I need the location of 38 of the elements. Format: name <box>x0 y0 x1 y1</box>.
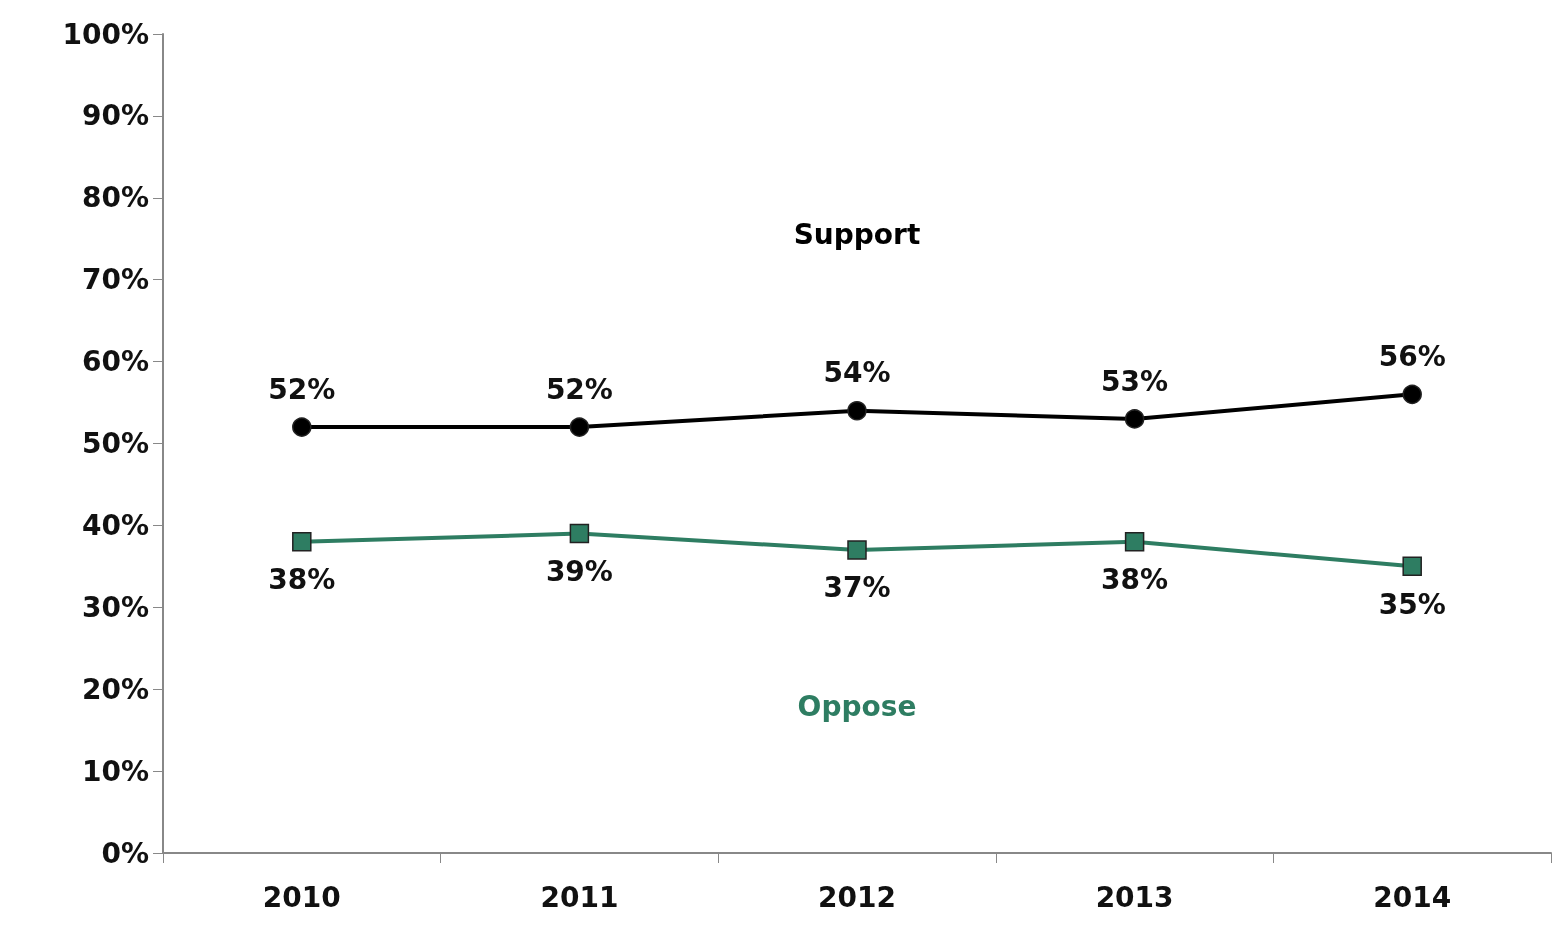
data-label: 39% <box>545 554 613 588</box>
data-label: 37% <box>823 571 891 605</box>
data-label: 52% <box>545 372 613 406</box>
y-tick-label: 50% <box>81 427 149 460</box>
point <box>847 540 867 560</box>
y-tick-label: 70% <box>81 263 149 297</box>
y-tick-label: 10% <box>81 754 149 788</box>
data-label: 56% <box>1378 340 1446 374</box>
y-tick-label: 20% <box>81 672 149 706</box>
data-label: 35% <box>1378 587 1446 621</box>
text: Oppose <box>797 689 917 723</box>
point <box>847 400 867 421</box>
data-label: 54% <box>823 356 891 390</box>
y-tick-label: 80% <box>81 181 149 215</box>
x-tick-label: 2010 <box>262 880 341 914</box>
y-tick-label: 90% <box>81 99 149 133</box>
data-label: 52% <box>268 372 336 406</box>
x-tick-label: 2011 <box>540 880 619 914</box>
y-tick-label: 60% <box>81 345 149 379</box>
data-label: 53% <box>1101 364 1169 398</box>
y-tick-label: 40% <box>81 508 149 542</box>
point <box>569 417 590 437</box>
text: Support <box>793 217 921 251</box>
x-tick-label: 2012 <box>818 880 896 914</box>
y-tick-label: 100% <box>62 17 149 51</box>
x-tick-label: 2014 <box>1373 880 1452 914</box>
data-label: 38% <box>268 563 336 597</box>
x-tick-label: 2013 <box>1095 880 1174 914</box>
point <box>1124 532 1145 552</box>
point <box>292 417 312 437</box>
data-label: 38% <box>1101 563 1169 597</box>
y-tick-label: 0% <box>101 836 149 870</box>
point <box>1402 556 1422 577</box>
point <box>1402 384 1422 405</box>
point <box>1124 409 1145 429</box>
y-tick-label: 30% <box>81 590 149 624</box>
point <box>569 523 590 544</box>
point <box>292 532 312 552</box>
